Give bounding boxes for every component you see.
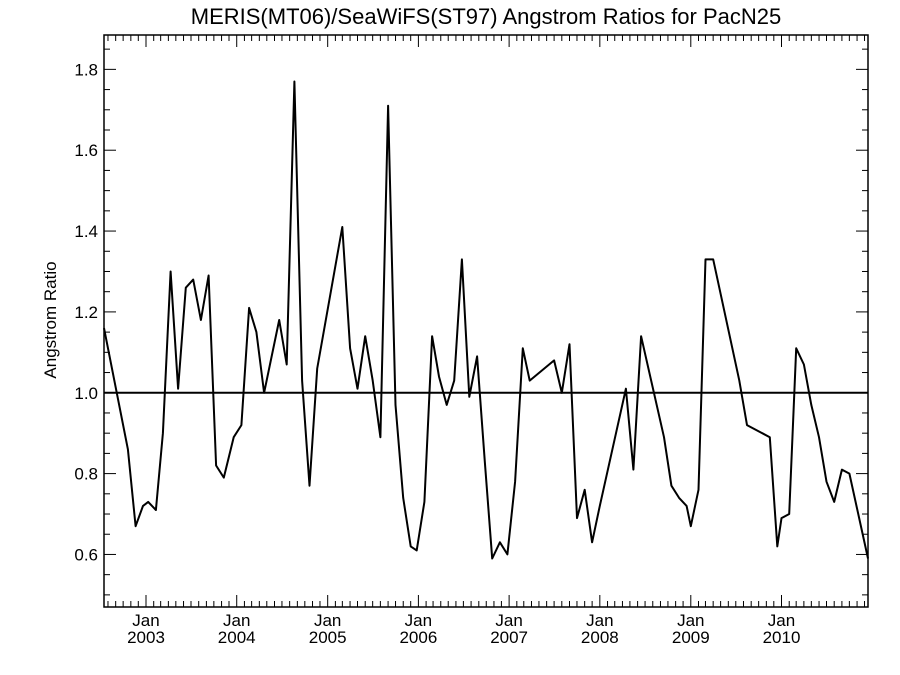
- series-line: [103, 80, 869, 560]
- y-tick-label: 0.6: [74, 545, 98, 564]
- x-tick-month-label: Jan: [677, 611, 704, 630]
- x-tick-month-label: Jan: [223, 611, 250, 630]
- x-tick-month-label: Jan: [132, 611, 159, 630]
- y-tick-label: 0.8: [74, 465, 98, 484]
- y-tick-label: 1.8: [74, 60, 98, 79]
- x-tick-month-label: Jan: [495, 611, 522, 630]
- plot-frame: [103, 34, 869, 608]
- x-tick-year-label: 2010: [763, 628, 801, 647]
- x-tick-year-label: 2005: [309, 628, 347, 647]
- chart-title: MERIS(MT06)/SeaWiFS(ST97) Angstrom Ratio…: [191, 4, 782, 29]
- x-tick-month-label: Jan: [768, 611, 795, 630]
- x-tick-month-label: Jan: [314, 611, 341, 630]
- x-tick-year-label: 2003: [127, 628, 165, 647]
- y-tick-label: 1.4: [74, 222, 98, 241]
- y-tick-label: 1.6: [74, 141, 98, 160]
- x-tick-year-label: 2006: [399, 628, 437, 647]
- x-tick-year-label: 2007: [490, 628, 528, 647]
- x-tick-month-label: Jan: [405, 611, 432, 630]
- x-tick-month-label: Jan: [586, 611, 613, 630]
- y-tick-label: 1.0: [74, 384, 98, 403]
- x-tick-year-label: 2004: [218, 628, 256, 647]
- y-tick-label: 1.2: [74, 303, 98, 322]
- x-tick-year-label: 2008: [581, 628, 619, 647]
- x-tick-year-label: 2009: [672, 628, 710, 647]
- y-axis-label: Angstrom Ratio: [41, 261, 60, 378]
